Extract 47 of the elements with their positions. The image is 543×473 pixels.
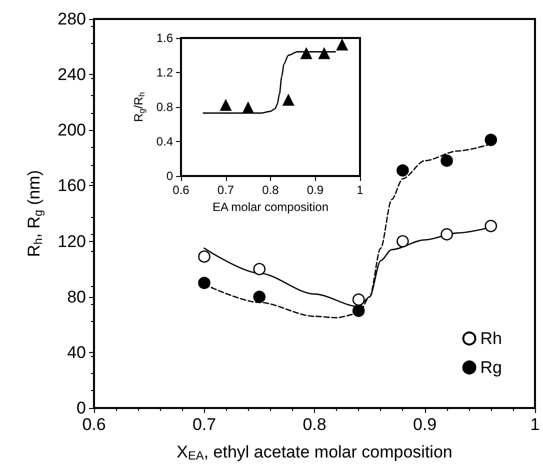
y-tick-label: 120 [58,232,86,251]
point [352,304,365,317]
x-tick-label: 0.9 [412,415,437,434]
point [484,134,498,146]
y-tick-label: 0 [76,398,86,418]
x-tick-label: 0.8 [302,415,326,434]
y-tick-label: 1.2 [156,66,174,80]
x-tick-label: 0.7 [217,183,234,197]
point [396,164,409,177]
y-tick-label: 1.6 [156,31,174,45]
y-tick-label: 240 [58,65,86,84]
y-tick-label: 0.8 [156,100,174,114]
point [242,102,254,114]
legend-label: Rh [480,329,502,348]
y-axis-title: Rg/Rh [132,92,146,122]
y-tick-label: 280 [58,10,86,28]
point [484,220,498,232]
point [253,290,266,304]
y-tick-label: 0 [166,169,174,183]
y-tick-label: 160 [58,176,86,196]
point [336,39,348,51]
point [198,276,210,290]
y-axis-title: Rh, Rg (nm) [24,170,45,257]
legend-label: Rg [480,358,502,377]
y-tick-label: 0.4 [156,134,174,148]
y-tick-label: 80 [67,287,86,306]
point [282,94,294,106]
point [318,48,330,60]
x-tick-label: 0.7 [192,415,216,434]
x-tick-label: 0.8 [262,183,280,197]
x-tick-label: 0.9 [306,183,324,197]
point [198,250,210,263]
x-tick-label: 1 [530,415,540,434]
point [220,100,232,111]
point [396,235,409,248]
x-tick-label: 0.6 [82,415,106,434]
point [253,262,266,276]
point [440,228,453,240]
x-axis-title: EA molar composition [212,200,329,214]
y-tick-label: 40 [67,342,86,362]
y-tick-label: 200 [58,120,86,140]
point [300,48,312,60]
x-tick-label: 1 [356,183,364,197]
line-series [202,51,336,114]
point [440,154,453,167]
point [352,293,365,306]
x-tick-label: 0.6 [172,183,190,197]
